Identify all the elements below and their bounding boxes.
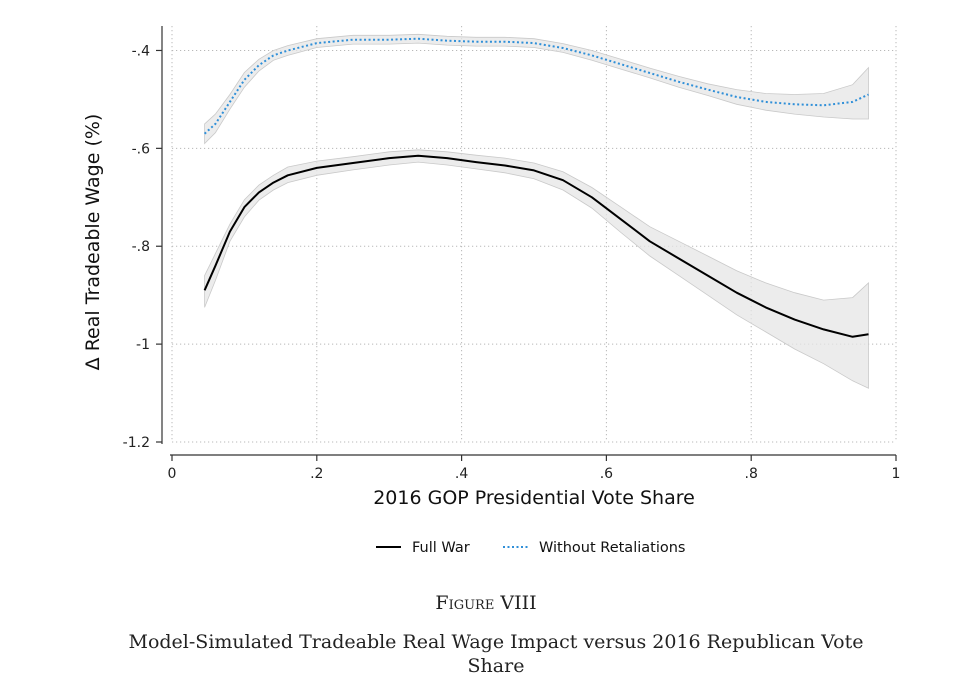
ci-band-series-1 <box>204 33 869 145</box>
y-tick-label: -.4 <box>132 43 151 59</box>
x-tick-label: 1 <box>892 466 901 482</box>
legend-label-1: Without Retaliations <box>539 540 685 556</box>
y-tick-label: -1.2 <box>123 435 150 451</box>
chart: -.4 -.6 -.8 -1 -1.2 0 .2 .4 .6 .8 1 2016 GOP Presi… <box>82 26 901 556</box>
confidence-bands <box>204 33 869 389</box>
y-tick-label: -.8 <box>132 239 150 255</box>
figure-label: Figure VIII <box>435 592 537 614</box>
x-axis-title: 2016 GOP Presidential Vote Share <box>373 487 695 509</box>
grid-lines <box>171 26 897 443</box>
series-line-1 <box>203 37 869 135</box>
ci-band-series-0 <box>204 149 869 389</box>
x-tick-label: .2 <box>310 466 323 482</box>
x-tick-label: .6 <box>600 466 613 482</box>
x-tick-label: .4 <box>455 466 468 482</box>
series-lines <box>203 37 869 338</box>
y-axis-title: Δ Real Tradeable Wage (%) <box>82 114 104 371</box>
x-tick-label: .8 <box>745 466 758 482</box>
axes: -.4 -.6 -.8 -1 -1.2 0 .2 .4 .6 .8 1 <box>123 26 901 482</box>
figure-title: Model-Simulated Tradeable Real Wage Impa… <box>128 631 864 677</box>
legend-label-0: Full War <box>412 540 470 556</box>
y-tick-label: -.6 <box>132 141 151 157</box>
legend: Full War Without Retaliations <box>376 540 685 556</box>
x-tick-label: 0 <box>168 466 177 482</box>
series-line-0 <box>203 154 869 338</box>
y-tick-label: -1 <box>136 337 150 353</box>
